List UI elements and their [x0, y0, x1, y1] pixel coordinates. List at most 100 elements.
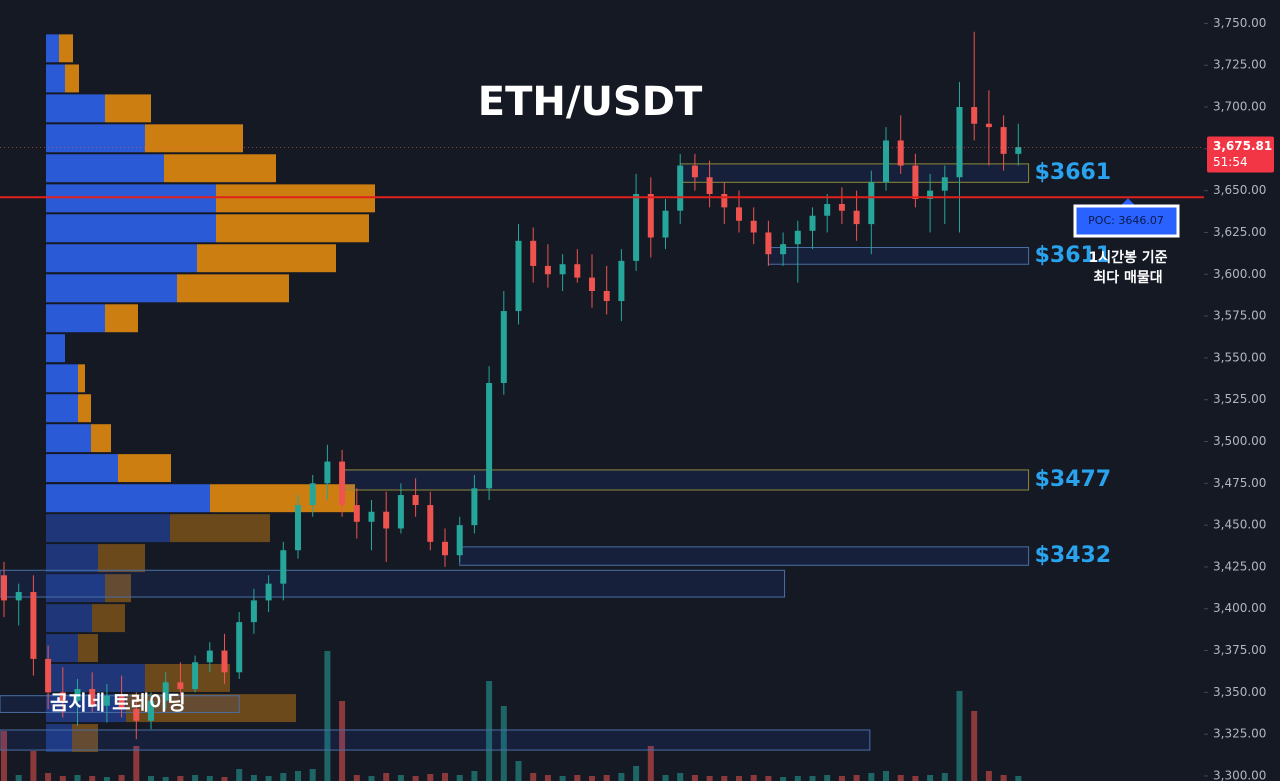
volume-bar: [500, 706, 507, 781]
volume-bar: [691, 775, 698, 781]
y-tick-label: 3,375.00: [1213, 643, 1266, 657]
candle-body: [794, 230, 801, 245]
profile-buy: [46, 64, 65, 93]
candle-body: [324, 461, 331, 484]
profile-sell: [65, 64, 79, 93]
volume-bar: [897, 775, 904, 781]
candle-body: [339, 461, 346, 506]
volume-bar: [177, 776, 184, 781]
candle-body: [897, 140, 904, 166]
y-tick-label: 3,325.00: [1213, 727, 1266, 741]
volume-bar: [30, 751, 37, 781]
candle-body: [133, 709, 140, 721]
candle-body: [971, 107, 978, 124]
profile-buy: [46, 544, 98, 573]
y-tick-label: 3,300.00: [1213, 768, 1266, 781]
volume-bar: [295, 771, 301, 781]
candle-body: [383, 511, 390, 529]
volume-bar: [765, 776, 772, 781]
candle-body: [486, 382, 493, 489]
candle-body: [250, 600, 257, 623]
volume-bar: [74, 775, 81, 781]
candle-body: [442, 541, 448, 556]
candle-body: [838, 204, 845, 211]
volume-bar: [89, 776, 96, 781]
annotation-line: 최다 매물대: [1093, 270, 1162, 286]
profile-buy: [46, 694, 126, 723]
volume-bar: [118, 775, 125, 781]
candle-body: [368, 511, 375, 522]
volume-bar: [442, 773, 448, 781]
candle-body: [1, 575, 7, 601]
profile-sell: [126, 694, 296, 723]
profile-buy: [46, 394, 78, 423]
watermark: 곰지네 트레이딩: [50, 691, 186, 715]
candle-body: [824, 204, 831, 216]
candle-body: [927, 190, 934, 200]
profile-sell: [78, 634, 98, 663]
candles: [1, 31, 1022, 740]
zone-box: [0, 729, 871, 751]
current-price-label: 3,675.81: [1213, 139, 1272, 153]
volume-bar: [912, 776, 919, 781]
profile-buy: [46, 244, 197, 273]
volume-bar: [574, 775, 581, 781]
volume-bar: [809, 776, 816, 781]
profile-sell: [145, 124, 243, 153]
volume-bar: [309, 769, 316, 781]
profile-buy: [46, 214, 216, 243]
volume-bar: [59, 776, 66, 781]
volume-bar: [618, 773, 625, 781]
volume-bar: [971, 711, 978, 781]
candle-body: [15, 592, 22, 601]
candle-body: [750, 220, 757, 233]
volume-bar: [662, 775, 669, 781]
profile-sell: [164, 154, 276, 183]
volume-bar: [794, 776, 801, 781]
volume-bar: [838, 776, 845, 781]
y-tick-label: 3,725.00: [1213, 58, 1266, 72]
volume-bar: [530, 773, 537, 781]
volume-bar: [647, 746, 654, 781]
volume-bar: [1000, 775, 1007, 781]
profile-sell: [92, 604, 125, 633]
zone-label: $3477: [1035, 467, 1112, 492]
profile-sell: [145, 664, 230, 692]
candle-body: [236, 622, 243, 673]
candle-body: [59, 692, 66, 701]
candle-body: [1000, 127, 1007, 154]
y-tick-label: 3,550.00: [1213, 350, 1266, 364]
volume-bar: [456, 775, 463, 781]
profile-sell: [78, 394, 91, 423]
volume-bar: [927, 775, 934, 781]
y-tick-label: 3,475.00: [1213, 476, 1266, 490]
volume-bar: [868, 773, 875, 781]
volume-bar: [633, 766, 640, 781]
profile-sell: [216, 214, 369, 243]
volume-bar: [368, 776, 375, 781]
candle-body: [603, 290, 610, 302]
volume-bar: [339, 701, 346, 781]
profile-sell: [78, 364, 85, 393]
profile-buy: [46, 664, 145, 692]
candle-body: [500, 311, 507, 383]
volume-bar: [353, 775, 360, 781]
profile-buy: [46, 364, 78, 393]
zone-box: [459, 546, 1030, 566]
profile-sell: [170, 514, 270, 543]
annotation-line: 1시간봉 기준: [1088, 249, 1167, 266]
candle-body: [765, 232, 772, 255]
y-tick-label: 3,525.00: [1213, 392, 1266, 406]
candle-body: [883, 140, 889, 183]
countdown: 51:54: [1213, 155, 1248, 169]
zone-box: [0, 569, 786, 598]
zone-box: [679, 163, 1030, 183]
volume-bar: [192, 775, 199, 781]
profile-sell: [98, 544, 145, 573]
profile-buy: [46, 154, 164, 183]
profile-sell: [197, 244, 336, 273]
profile-sell: [105, 304, 138, 333]
candle-body: [809, 215, 816, 231]
candle-body: [471, 488, 478, 526]
